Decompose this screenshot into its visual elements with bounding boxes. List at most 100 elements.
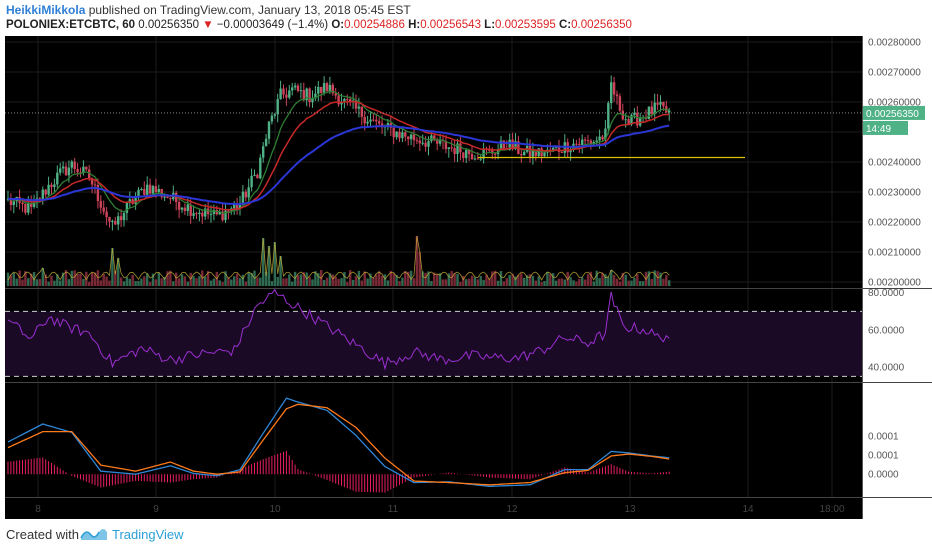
- volume-bar: [401, 277, 404, 286]
- volume-bar: [15, 278, 18, 286]
- volume-bar: [221, 281, 224, 286]
- volume-bar: [647, 271, 651, 286]
- candle-body: [450, 147, 453, 149]
- volume-bar: [430, 280, 433, 286]
- candle-body: [308, 88, 311, 103]
- volume-bar: [209, 280, 213, 286]
- candle-body: [61, 166, 65, 169]
- volume-bar: [592, 281, 595, 286]
- price-tick-label: 0.00230000: [868, 188, 921, 199]
- volume-bar: [470, 275, 474, 286]
- volume-bar: [30, 273, 33, 286]
- volume-bar: [302, 272, 305, 286]
- volume-bar: [354, 276, 358, 286]
- candle-body: [369, 119, 372, 122]
- volume-bar: [543, 280, 546, 286]
- candle-body: [436, 140, 439, 144]
- candle-body: [293, 85, 297, 88]
- volume-bar: [572, 280, 575, 286]
- volume-bar: [650, 278, 653, 286]
- candle-body: [262, 146, 265, 158]
- candle-body: [534, 149, 537, 156]
- volume-bar: [412, 278, 416, 286]
- candle-body: [404, 132, 407, 137]
- candle-body: [82, 166, 85, 173]
- volume-bar: [607, 276, 610, 286]
- volume-bar: [453, 273, 456, 286]
- signal-line: [7, 403, 670, 486]
- candle-body: [140, 188, 143, 190]
- candle-body: [615, 94, 619, 97]
- volume-bar: [560, 278, 564, 286]
- candle-body: [175, 192, 178, 203]
- high-label: H:: [408, 19, 421, 31]
- candle-body: [462, 152, 465, 159]
- candle-body: [256, 174, 259, 179]
- candle-body: [612, 82, 616, 95]
- tradingview-brand[interactable]: TradingView: [112, 527, 184, 542]
- candle-body: [311, 98, 314, 103]
- volume-bar: [267, 246, 271, 286]
- candle-body: [122, 212, 126, 221]
- candle-body: [349, 99, 352, 102]
- candle-body: [569, 149, 572, 153]
- macd-tick-label: 0.0001: [868, 451, 899, 462]
- volume-bar: [447, 273, 450, 286]
- volume-bar: [363, 271, 366, 286]
- candle-body: [117, 216, 120, 225]
- candle-body: [279, 88, 282, 100]
- volume-bar: [636, 274, 639, 286]
- volume-bar: [296, 275, 300, 286]
- candle-body: [288, 90, 291, 98]
- candle-body: [494, 153, 497, 155]
- candle-body: [189, 204, 192, 216]
- volume-bar: [148, 281, 152, 286]
- symbol-label: POLONIEX:ETCBTC, 60: [6, 19, 136, 31]
- volume-bar: [111, 248, 114, 286]
- candle-body: [125, 202, 129, 213]
- volume-bar: [56, 274, 59, 286]
- volume-bar: [169, 270, 172, 286]
- volume-bar: [35, 279, 39, 286]
- candle-body: [618, 96, 622, 111]
- candle-body: [21, 202, 24, 205]
- candle-body: [465, 149, 468, 159]
- volume-bar: [282, 278, 285, 286]
- volume-bar: [79, 273, 82, 286]
- volume-bar: [331, 274, 334, 286]
- volume-bar: [505, 278, 508, 286]
- candle-body: [30, 203, 33, 207]
- volume-bar: [407, 271, 410, 286]
- volume-bar: [415, 236, 419, 286]
- volume-bar: [583, 279, 587, 286]
- volume-bar: [114, 270, 117, 286]
- volume-bar: [511, 273, 514, 286]
- volume-bar: [140, 278, 143, 286]
- candle-body: [601, 136, 604, 140]
- volume-bar: [380, 275, 384, 286]
- volume-bar: [444, 279, 448, 286]
- volume-bar: [82, 278, 85, 286]
- volume-bar: [137, 280, 140, 286]
- volume-bar: [70, 270, 73, 286]
- candle-body: [476, 158, 479, 160]
- candle-body: [583, 139, 587, 141]
- candle-body: [630, 114, 633, 125]
- grid: [5, 36, 862, 497]
- candle-body: [456, 143, 459, 154]
- volume-bar: [349, 270, 352, 286]
- volume-bar: [546, 272, 549, 286]
- volume-bar: [337, 278, 340, 286]
- volume-bar: [9, 275, 13, 286]
- volume-bar: [566, 271, 569, 286]
- volume-bar: [459, 281, 462, 286]
- volume-bar: [525, 275, 529, 286]
- volume-bar: [534, 280, 537, 286]
- author-link[interactable]: HeikkiMikkola: [6, 3, 86, 17]
- volume-bar: [256, 277, 259, 286]
- candle-body: [366, 121, 369, 124]
- candle-body: [244, 191, 247, 198]
- candle-body: [305, 88, 308, 101]
- time-tick-label: 14: [742, 504, 754, 515]
- volume-bar: [21, 279, 24, 286]
